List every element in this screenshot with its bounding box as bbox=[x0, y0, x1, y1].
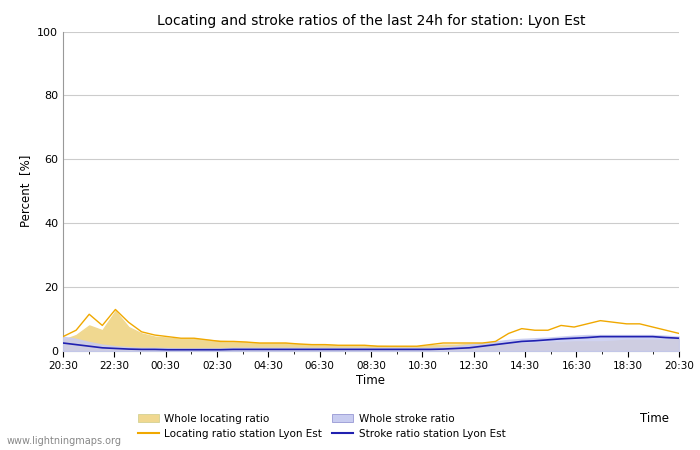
Text: www.lightningmaps.org: www.lightningmaps.org bbox=[7, 436, 122, 446]
X-axis label: Time: Time bbox=[356, 374, 386, 387]
Legend: Whole locating ratio, Locating ratio station Lyon Est, Whole stroke ratio, Strok: Whole locating ratio, Locating ratio sta… bbox=[138, 414, 505, 439]
Text: Time: Time bbox=[640, 412, 668, 425]
Y-axis label: Percent  [%]: Percent [%] bbox=[19, 155, 32, 227]
Title: Locating and stroke ratios of the last 24h for station: Lyon Est: Locating and stroke ratios of the last 2… bbox=[157, 14, 585, 27]
